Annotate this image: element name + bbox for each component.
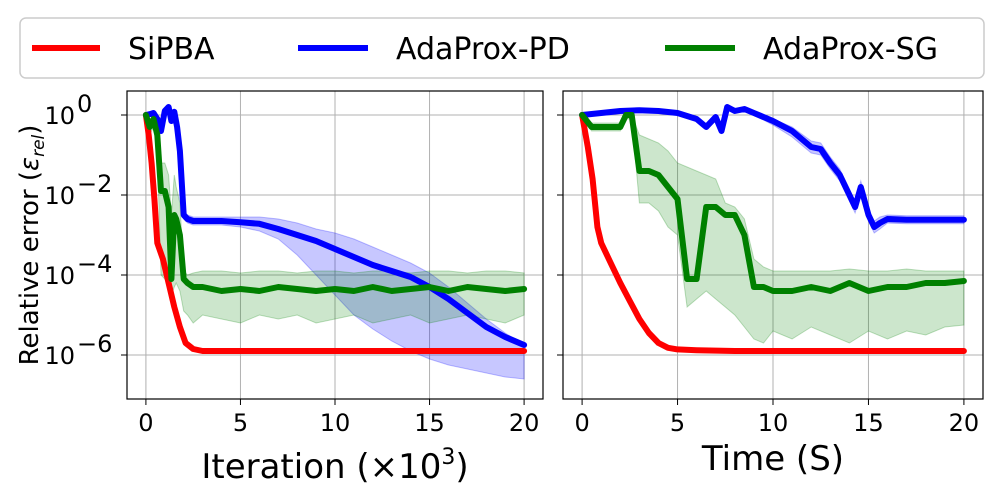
left-x-tick-label: 5 (233, 409, 248, 437)
left-x-tick-label: 20 (509, 409, 540, 437)
right-x-tick-label: 10 (758, 409, 789, 437)
left-x-axis-label: Iteration (×103) (201, 445, 468, 487)
right-line-adaprox-sg (579, 112, 967, 294)
right-lines (579, 104, 967, 354)
right-line-adaprox-pd (579, 104, 967, 230)
left-line-adaprox-sg (142, 112, 528, 294)
left-x-tick-label: 15 (414, 409, 445, 437)
right-panel: 0 5 10 15 20 Time (S) (557, 90, 984, 479)
left-lines (142, 104, 528, 354)
legend-frame (19, 17, 985, 79)
left-y-tick-exponent: −2 (77, 170, 112, 198)
left-y-tick-exponent: −6 (77, 330, 112, 358)
right-x-tick-label: 20 (949, 409, 980, 437)
left-y-tick-exponent: 0 (77, 90, 92, 118)
legend-label-sipba: SiPBA (128, 32, 215, 67)
legend: SiPBA AdaProx-PD AdaProx-SG (19, 17, 985, 79)
right-x-tick-label: 5 (670, 409, 685, 437)
right-band-adaprox-sg (581, 114, 965, 344)
left-y-tick-exponent: −4 (77, 250, 112, 278)
right-x-axis-label: Time (S) (701, 439, 844, 479)
left-line-sipba (142, 112, 528, 354)
left-y-tick-label: 10 (44, 342, 75, 370)
right-x-tick-label: 15 (853, 409, 884, 437)
left-y-tick-label: 10 (44, 182, 75, 210)
right-x-tick-label: 0 (574, 409, 589, 437)
right-line-sipba (579, 112, 967, 354)
left-x-tick-label: 0 (138, 409, 153, 437)
left-grid (127, 91, 543, 399)
right-ticks: 0 5 10 15 20 (557, 114, 980, 437)
legend-label-adaprox-sg: AdaProx-SG (763, 32, 938, 67)
legend-label-adaprox-pd: AdaProx-PD (396, 32, 570, 67)
left-x-tick-label: 10 (320, 409, 351, 437)
left-y-tick-label: 10 (44, 102, 75, 130)
y-axis-label: Relative error (εrel) (15, 125, 49, 366)
left-y-tick-label: 10 (44, 262, 75, 290)
